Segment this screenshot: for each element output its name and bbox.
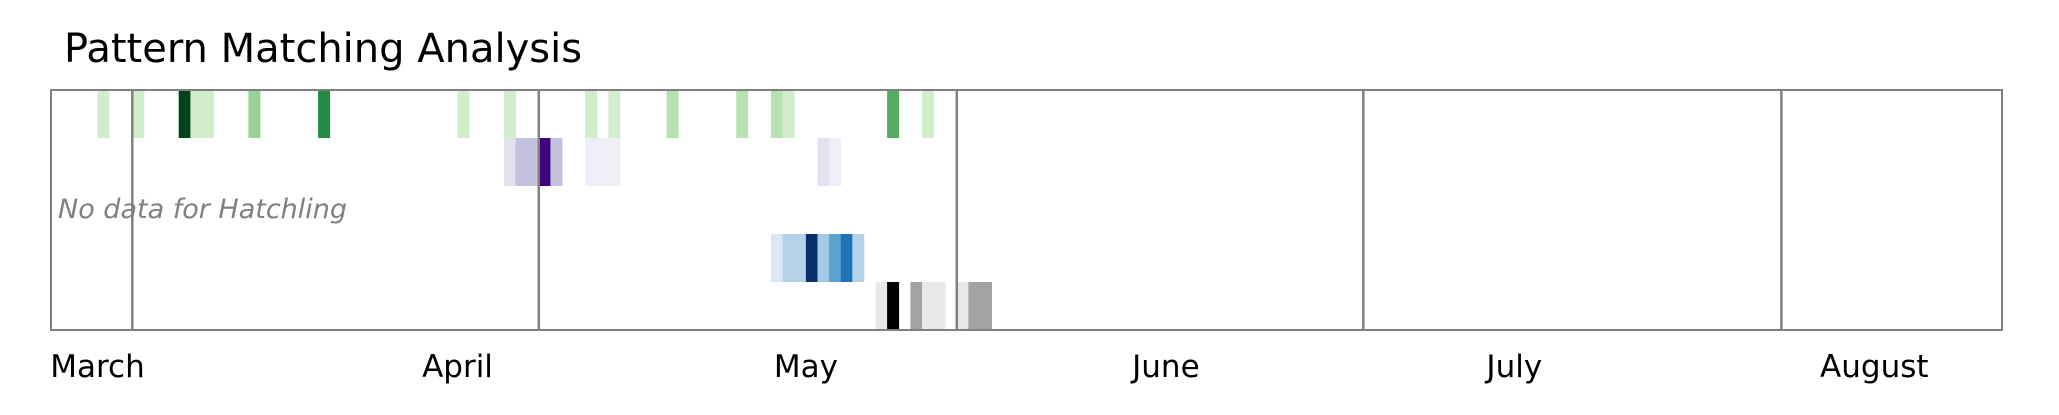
heatmap-cell	[771, 90, 783, 138]
heatmap-cell	[538, 138, 551, 186]
x-tick-label: June	[1130, 349, 1200, 385]
heatmap-cell	[503, 138, 516, 186]
heatmap-cell	[968, 282, 981, 330]
heatmap-cell	[97, 90, 110, 138]
heatmap-cells	[97, 90, 992, 330]
heatmap-cell	[457, 90, 470, 138]
heatmap-cell	[503, 90, 516, 138]
heatmap-cell	[585, 90, 598, 138]
x-tick-label: May	[774, 349, 838, 385]
heatmap-cell	[805, 234, 818, 282]
heatmap-cell	[527, 138, 540, 186]
period-boundaries	[131, 90, 1783, 330]
empty-row-text: No data for Hatchling	[58, 194, 347, 225]
heatmap-cell	[178, 90, 191, 138]
heatmap-cell	[202, 90, 214, 138]
x-tick-label: August	[1820, 349, 1929, 385]
heatmap-cell	[318, 90, 331, 138]
heatmap-cell	[887, 282, 900, 330]
heatmap-cell	[248, 90, 261, 138]
heatmap-cell	[852, 234, 865, 282]
x-tick-label: April	[422, 349, 493, 385]
heatmap-cell	[666, 90, 679, 138]
heatmap-cell	[840, 234, 853, 282]
heatmap-cell	[794, 234, 807, 282]
heatmap-cell	[585, 138, 598, 186]
heatmap-cell	[596, 138, 609, 186]
x-tick-labels: March April May June July August	[50, 349, 1928, 385]
heatmap-cell	[817, 138, 830, 186]
heatmap-cell	[956, 282, 969, 330]
heatmap-cell	[922, 90, 934, 138]
heatmap-cell	[190, 90, 203, 138]
heatmap-cell	[608, 90, 621, 138]
plot-frame	[50, 89, 2003, 331]
x-tick-label: March	[50, 349, 145, 385]
heatmap-cell	[922, 282, 934, 330]
x-tick-label: July	[1484, 349, 1542, 385]
heatmap-cell	[782, 90, 795, 138]
heatmap-cell	[980, 282, 992, 330]
heatmap-cell	[817, 234, 830, 282]
heatmap-cell	[736, 90, 749, 138]
heatmap-cell	[608, 138, 621, 186]
heatmap-cell	[782, 234, 795, 282]
heatmap-cell	[875, 282, 888, 330]
heatmap-cell	[910, 282, 923, 330]
heatmap-cell	[515, 138, 528, 186]
chart-title: Pattern Matching Analysis	[64, 26, 582, 72]
heatmap-cell	[550, 138, 563, 186]
heatmap-cell	[933, 282, 946, 330]
heatmap-cell	[771, 234, 783, 282]
heatmap-cell	[829, 138, 842, 186]
heatmap-cell	[132, 90, 145, 138]
heatmap-cell	[887, 90, 900, 138]
heatmap-cell	[829, 234, 842, 282]
